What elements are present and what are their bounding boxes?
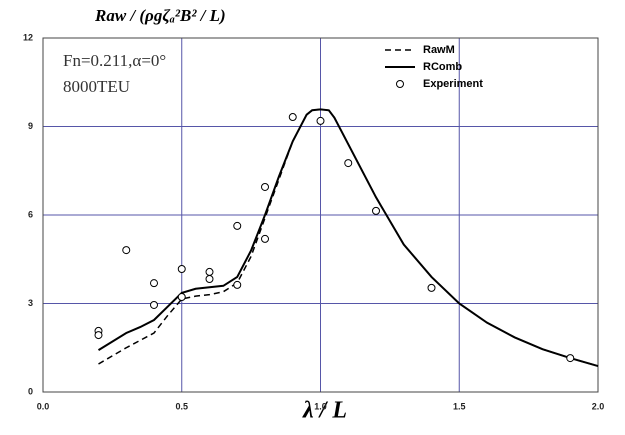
data-point — [261, 234, 269, 243]
data-point — [177, 264, 186, 273]
x-tick-label: 2.0 — [592, 401, 605, 411]
data-point — [205, 275, 214, 284]
y-tick-label: 3 — [28, 298, 33, 308]
y-tick-label: 9 — [28, 121, 33, 131]
x-tick-label: 1.0 — [314, 401, 327, 411]
data-point — [233, 280, 242, 289]
data-point — [94, 331, 103, 340]
annotation: Fn=0.211,α=0° — [63, 51, 166, 70]
y-tick-label: 0 — [28, 386, 33, 396]
data-point — [316, 116, 325, 125]
data-point — [288, 113, 297, 122]
y-tick-label: 6 — [28, 209, 33, 219]
data-point — [205, 267, 214, 276]
x-tick-label: 1.5 — [453, 401, 466, 411]
legend-label: Experiment — [423, 78, 483, 90]
chart-title: Raw / (ρgζₐ²B² / L) — [94, 6, 226, 25]
x-tick-label: 0.5 — [175, 401, 188, 411]
data-point — [122, 246, 131, 255]
data-point — [150, 300, 158, 309]
series-line — [98, 108, 599, 367]
data-point — [150, 279, 158, 288]
plot-frame — [42, 37, 599, 393]
data-point — [372, 206, 380, 215]
legend-label: RComb — [423, 61, 462, 73]
annotation: 8000TEU — [63, 77, 130, 96]
y-tick-label: 12 — [23, 32, 33, 42]
data-point — [344, 159, 353, 168]
data-point — [177, 293, 186, 302]
legend-marker — [396, 80, 404, 88]
legend-label: RawM — [423, 44, 455, 56]
data-point — [233, 221, 242, 230]
data-point — [261, 182, 269, 191]
x-axis-label: λ / L — [302, 398, 347, 424]
data-point — [566, 354, 575, 363]
series-line — [97, 108, 599, 368]
data-point — [427, 283, 436, 292]
x-tick-label: 0.0 — [37, 401, 50, 411]
